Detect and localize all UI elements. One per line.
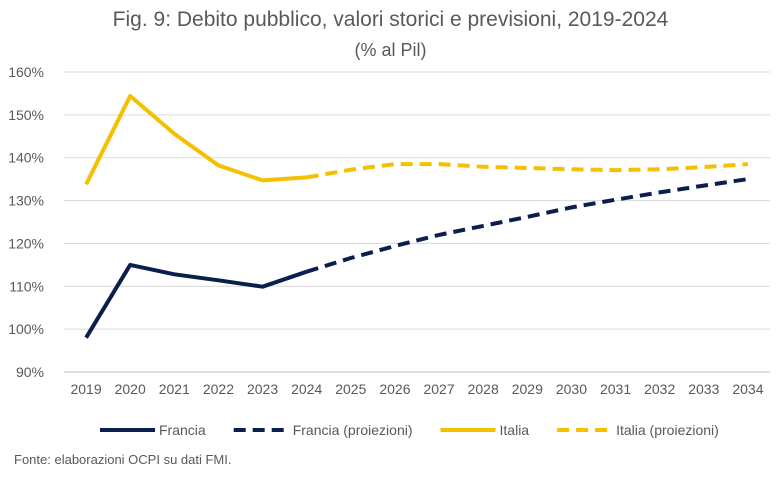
x-tick-label: 2026 [379, 381, 410, 397]
x-tick-label: 2020 [115, 381, 146, 397]
line-chart: 90% 100% 110% 120% 130% 140% 150% 160% 2019 2020… [8, 64, 770, 438]
x-tick-label: 2028 [468, 381, 499, 397]
x-tick-label: 2021 [159, 381, 190, 397]
legend-label: Italia [500, 422, 530, 438]
x-tick-label: 2023 [247, 381, 278, 397]
legend: Francia Francia (proiezioni) Italia Italia … [100, 422, 719, 438]
x-tick-label: 2025 [335, 381, 366, 397]
x-tick-label: 2027 [423, 381, 454, 397]
x-tick-label: 2019 [70, 381, 101, 397]
x-tick-label: 2029 [512, 381, 543, 397]
y-tick-label: 140% [8, 150, 44, 166]
legend-label: Francia [159, 422, 206, 438]
x-tick-label: 2033 [688, 381, 719, 397]
y-tick-label: 120% [8, 235, 44, 251]
y-axis-ticks: 90% 100% 110% 120% 130% 140% 150% 160% [8, 64, 44, 380]
series-line-francia [84, 262, 308, 339]
x-tick-label: 2030 [556, 381, 587, 397]
y-tick-label: 90% [16, 364, 44, 380]
series-line-italia [84, 94, 307, 186]
y-tick-label: 100% [8, 321, 44, 337]
y-tick-label: 130% [8, 193, 44, 209]
source-note: Fonte: elaborazioni OCPI su dati FMI. [14, 452, 232, 467]
x-tick-label: 2024 [291, 381, 322, 397]
y-tick-label: 160% [8, 64, 44, 80]
legend-label: Italia (proiezioni) [616, 422, 719, 438]
chart-title: Fig. 9: Debito pubblico, valori storici … [112, 8, 669, 31]
chart-subtitle: (% al Pil) [354, 40, 427, 60]
x-axis-ticks: 2019 2020 2021 2022 2023 2024 2025 2026 2027 2028… [70, 381, 763, 397]
x-tick-label: 2034 [732, 381, 763, 397]
x-tick-label: 2032 [644, 381, 675, 397]
series-lines [84, 94, 749, 339]
x-tick-label: 2031 [600, 381, 631, 397]
y-tick-label: 150% [8, 107, 44, 123]
series-line-francia-proiezioni [306, 177, 749, 274]
grid-lines [64, 71, 770, 373]
x-tick-label: 2022 [203, 381, 234, 397]
series-line-italia-proiezioni [306, 162, 749, 180]
legend-label: Francia (proiezioni) [293, 422, 413, 438]
y-tick-label: 110% [9, 278, 44, 294]
